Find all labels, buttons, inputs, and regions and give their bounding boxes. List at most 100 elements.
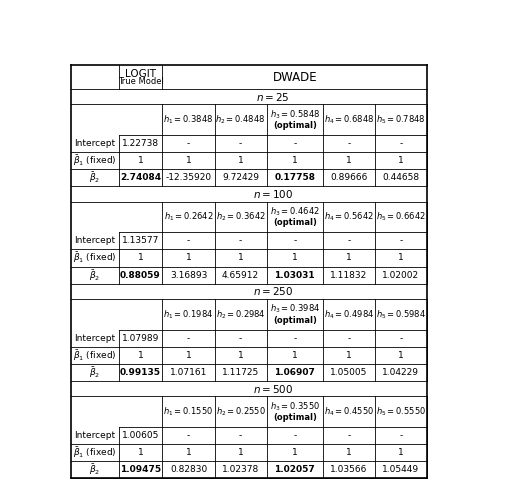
Text: 1: 1 [398, 351, 404, 360]
Text: 9.72429: 9.72429 [222, 173, 259, 182]
Text: -: - [293, 431, 296, 440]
Text: -: - [187, 334, 190, 343]
Text: 1: 1 [292, 253, 298, 262]
Text: $h_5 = 0.6642$: $h_5 = 0.6642$ [376, 211, 426, 223]
Text: 0.88059: 0.88059 [120, 271, 161, 280]
Text: $n = 500$: $n = 500$ [253, 383, 293, 395]
Text: True Model: True Model [118, 77, 163, 86]
Text: 1: 1 [186, 156, 192, 165]
Text: 1: 1 [292, 156, 298, 165]
Text: $\bar{\beta}_2$: $\bar{\beta}_2$ [89, 365, 100, 380]
Text: -: - [347, 334, 350, 343]
Text: (optimal): (optimal) [273, 413, 317, 422]
Text: 1.09475: 1.09475 [120, 465, 161, 474]
Text: LOGIT: LOGIT [125, 68, 156, 78]
Text: 1: 1 [292, 351, 298, 360]
Text: 2.74084: 2.74084 [120, 173, 161, 182]
Text: $h_2 = 0.2550$: $h_2 = 0.2550$ [216, 405, 266, 418]
Text: 1: 1 [238, 351, 244, 360]
Text: $h_4 = 0.5642$: $h_4 = 0.5642$ [324, 211, 374, 223]
Text: $h_1 = 0.1550$: $h_1 = 0.1550$ [163, 405, 214, 418]
Text: 1: 1 [238, 253, 244, 262]
Text: -: - [400, 236, 403, 245]
Text: 1: 1 [138, 351, 143, 360]
Text: 1: 1 [186, 351, 192, 360]
Text: $h_3 = 0.3550$: $h_3 = 0.3550$ [269, 400, 320, 413]
Text: $h_2 = 0.3642$: $h_2 = 0.3642$ [216, 211, 266, 223]
Text: 1.04229: 1.04229 [382, 368, 419, 377]
Text: 1.22738: 1.22738 [122, 139, 159, 148]
Text: -: - [400, 334, 403, 343]
Text: $h_4 = 0.4550$: $h_4 = 0.4550$ [324, 405, 374, 418]
Text: Intercept: Intercept [74, 139, 115, 148]
Text: $h_4 = 0.4984$: $h_4 = 0.4984$ [323, 308, 374, 320]
Text: $\bar{\beta}_2$: $\bar{\beta}_2$ [89, 268, 100, 283]
Text: DWADE: DWADE [272, 70, 317, 84]
Text: 1: 1 [186, 253, 192, 262]
Text: 1: 1 [346, 351, 352, 360]
Text: 1.11725: 1.11725 [222, 368, 259, 377]
Text: $\bar{\beta}_1$ (fixed): $\bar{\beta}_1$ (fixed) [73, 445, 116, 460]
Text: $h_5 = 0.5550$: $h_5 = 0.5550$ [376, 405, 426, 418]
Text: $h_3 = 0.3984$: $h_3 = 0.3984$ [269, 303, 320, 315]
Text: $h_3 = 0.5848$: $h_3 = 0.5848$ [269, 108, 320, 121]
Text: $h_1 = 0.2642$: $h_1 = 0.2642$ [164, 211, 213, 223]
Text: -: - [239, 139, 242, 148]
Text: 1.05449: 1.05449 [382, 465, 419, 474]
Text: $n = 25$: $n = 25$ [256, 91, 290, 103]
Text: $h_4 = 0.6848$: $h_4 = 0.6848$ [323, 113, 374, 125]
Text: -: - [347, 139, 350, 148]
Text: 1.02057: 1.02057 [275, 465, 315, 474]
Text: 3.16893: 3.16893 [170, 271, 207, 280]
Text: $\bar{\beta}_2$: $\bar{\beta}_2$ [89, 170, 100, 185]
Text: 1.07161: 1.07161 [170, 368, 207, 377]
Text: 1.03031: 1.03031 [275, 271, 315, 280]
Text: 1: 1 [138, 448, 143, 457]
Text: $\bar{\beta}_2$: $\bar{\beta}_2$ [89, 462, 100, 477]
Text: $\bar{\beta}_1$ (fixed): $\bar{\beta}_1$ (fixed) [73, 250, 116, 265]
Text: 1: 1 [398, 156, 404, 165]
Text: 1: 1 [346, 253, 352, 262]
Text: 4.65912: 4.65912 [222, 271, 259, 280]
Text: $h_1 = 0.1984$: $h_1 = 0.1984$ [163, 308, 214, 320]
Text: 1: 1 [398, 253, 404, 262]
Text: 1.02002: 1.02002 [382, 271, 419, 280]
Text: -: - [347, 431, 350, 440]
Text: -: - [293, 334, 296, 343]
Text: Intercept: Intercept [74, 431, 115, 440]
Text: (optimal): (optimal) [273, 121, 317, 130]
Text: -: - [187, 431, 190, 440]
Text: $n = 100$: $n = 100$ [253, 188, 293, 200]
Text: 1.05005: 1.05005 [330, 368, 368, 377]
Text: -: - [239, 236, 242, 245]
Text: 1.03566: 1.03566 [330, 465, 368, 474]
Text: 0.99135: 0.99135 [120, 368, 161, 377]
Text: 0.82830: 0.82830 [170, 465, 207, 474]
Text: -: - [187, 139, 190, 148]
Text: -: - [293, 236, 296, 245]
Text: 1: 1 [138, 253, 143, 262]
Text: 1: 1 [398, 448, 404, 457]
Text: -: - [347, 236, 350, 245]
Text: 1: 1 [138, 156, 143, 165]
Text: 1: 1 [346, 156, 352, 165]
Text: 1: 1 [346, 448, 352, 457]
Text: -: - [239, 431, 242, 440]
Text: -: - [293, 139, 296, 148]
Text: 1.00605: 1.00605 [122, 431, 159, 440]
Text: $h_2 = 0.4848$: $h_2 = 0.4848$ [215, 113, 266, 125]
Text: 1.07989: 1.07989 [122, 334, 159, 343]
Text: 1: 1 [238, 156, 244, 165]
Text: 1.02378: 1.02378 [222, 465, 259, 474]
Text: -: - [239, 334, 242, 343]
Text: 0.89666: 0.89666 [330, 173, 368, 182]
Text: -12.35920: -12.35920 [165, 173, 212, 182]
Text: 1.06907: 1.06907 [274, 368, 315, 377]
Text: 0.17758: 0.17758 [274, 173, 315, 182]
Text: $h_5 = 0.7848$: $h_5 = 0.7848$ [376, 113, 426, 125]
Text: $\bar{\beta}_1$ (fixed): $\bar{\beta}_1$ (fixed) [73, 348, 116, 363]
Text: 1.13577: 1.13577 [122, 236, 159, 245]
Text: $h_5 = 0.5984$: $h_5 = 0.5984$ [376, 308, 426, 320]
Text: (optimal): (optimal) [273, 218, 317, 228]
Text: 0.44658: 0.44658 [382, 173, 419, 182]
